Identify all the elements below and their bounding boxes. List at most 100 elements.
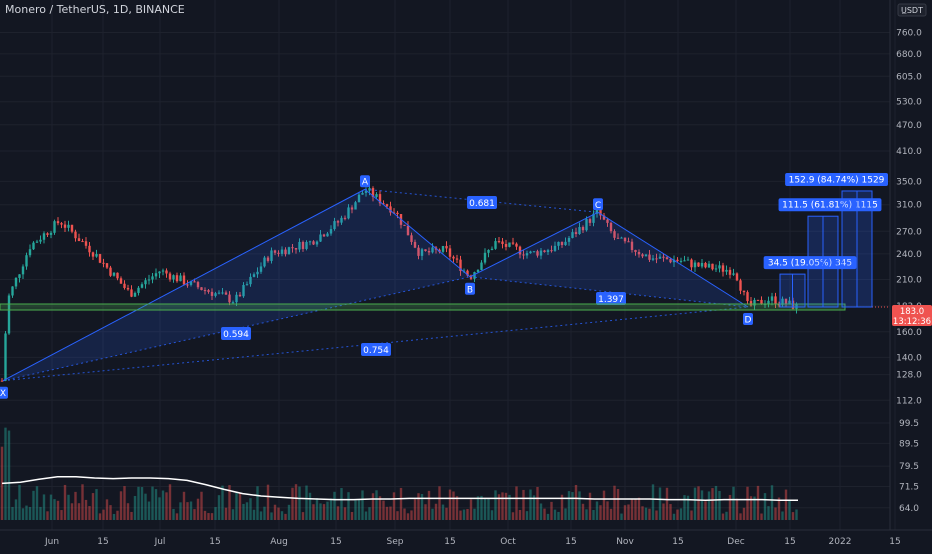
candle-body [4,333,7,381]
ratio-label: 0.594 [223,330,249,340]
candle-body [504,244,508,247]
candle-body [613,231,616,238]
chart-title: Monero / TetherUS, 1D, BINANCE [5,3,185,16]
volume-bar [704,501,707,520]
volume-bar [193,509,196,520]
volume-bar [746,486,749,520]
volume-bar [56,500,60,520]
candle-body [641,254,644,257]
volume-bar [235,492,238,520]
candle-body [312,241,315,245]
volume-bar [4,427,7,520]
candle-body [175,275,179,282]
volume-bar [466,509,469,520]
candle-body [77,238,81,242]
volume-bar [672,513,676,520]
volume-bar [725,511,728,520]
price-tick: 128.0 [896,371,922,381]
volume-bar [728,494,732,520]
volume-bar [221,485,224,520]
candle-body [378,194,382,204]
price-tick: 71.5 [899,482,919,492]
candle-body [249,276,252,285]
candle-body [553,245,557,251]
volume-bar [714,485,718,520]
price-tick: 530.0 [896,98,922,108]
candle-body [567,237,571,242]
point-label-bg [360,175,370,188]
volume-bar [280,511,284,520]
volume-bar [686,495,690,520]
volume-bar [116,510,119,520]
candle-body [448,248,452,257]
volume-bar [32,490,35,520]
candle-body [623,237,627,242]
pattern-leg-CD [597,211,749,308]
currency-badge[interactable]: USDT [897,3,927,17]
volume-bar [319,503,322,520]
candle-body [112,272,116,276]
candle-body [571,232,574,238]
volume-bar [438,486,441,520]
volume-bar [14,499,18,520]
candle-body [511,242,515,244]
candle-body [368,188,371,191]
volume-bar [354,500,357,520]
volume-bar [91,493,95,520]
candle-body [228,294,231,303]
candle-body [683,260,686,262]
volume-bar [42,494,46,520]
candle-body [697,262,700,267]
volume-bar [637,497,641,520]
volume-bar [707,491,711,520]
candle-body [490,248,494,250]
volume-bar [546,513,550,520]
volume-bar [368,507,371,520]
volume-bar [39,506,42,520]
volume-bar [256,486,259,520]
volume-bar [357,499,361,520]
candle-body [315,241,319,245]
volume-bar [595,501,599,520]
volume-bar [550,501,553,520]
candle-body [672,259,676,263]
candle-body [550,250,553,252]
candle-body [473,272,476,279]
candle-body [518,246,522,255]
volume-bar [25,505,28,520]
settings-icon-wrap[interactable]: L [901,6,907,17]
volume-bar [795,509,798,520]
bar-countdown: 13:12:36 [893,317,931,327]
candle-body [700,262,704,267]
candle-body [158,271,161,274]
volume-bar [459,510,462,520]
volume-bar [7,430,11,520]
volume-bar [644,507,648,520]
volume-bar [690,510,693,520]
price-tick: 160.0 [896,328,922,338]
volume-bar [564,508,567,520]
volume-bar [126,503,130,520]
volume-bar [627,504,630,520]
candle-body [532,251,536,253]
volume-bar [676,509,679,520]
price-tick: 605.0 [896,72,922,82]
candle-body [91,252,95,257]
candle-body [441,245,445,252]
ratio-label: 0.754 [363,346,389,356]
point-label-bg [743,313,753,326]
volume-bar [70,503,74,520]
volume-bar [592,509,595,520]
log-scale-toggle[interactable]: L [901,6,907,17]
candle-body [427,251,431,253]
volume-bar [697,486,700,520]
candle-body [21,266,25,275]
volume-bar [277,507,280,520]
volume-bar [427,490,431,520]
volume-bar [417,493,420,520]
candle-body [564,241,567,246]
pattern-leg-BC [469,211,599,278]
candle-body [49,232,53,235]
